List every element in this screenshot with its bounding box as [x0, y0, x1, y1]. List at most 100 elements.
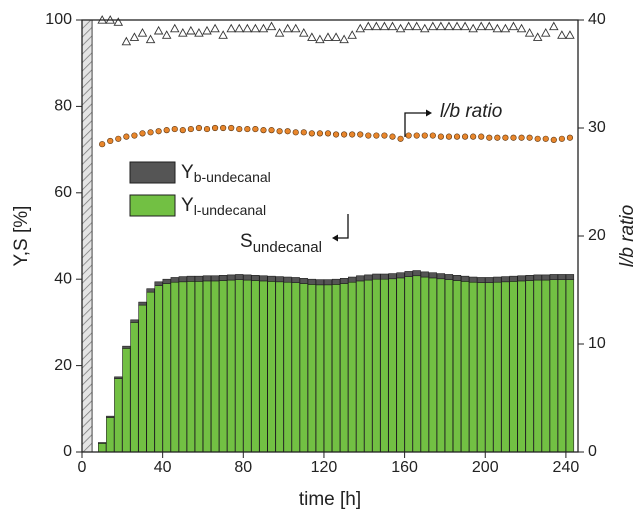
bar — [178, 276, 187, 283]
bar — [356, 280, 365, 453]
triangle-marker — [484, 21, 495, 31]
circle-marker — [341, 131, 348, 138]
circle-marker — [470, 133, 477, 140]
bar — [299, 283, 308, 453]
bar — [114, 376, 123, 379]
circle-marker — [518, 134, 525, 141]
triangle-marker — [307, 32, 317, 41]
y2-axis-label: l/b ratio — [617, 205, 638, 267]
bar — [412, 275, 421, 453]
bar — [396, 272, 405, 279]
bar — [259, 280, 268, 453]
circle-marker — [413, 132, 420, 139]
triangle-marker — [194, 28, 204, 37]
bar — [243, 279, 252, 453]
circle-marker — [155, 128, 162, 135]
circle-marker — [147, 129, 154, 136]
y-tick-label: 40 — [54, 270, 72, 287]
circle-marker — [373, 132, 380, 139]
bar — [372, 273, 381, 280]
bar — [477, 277, 486, 283]
y-tick-label: 0 — [63, 443, 72, 460]
circle-marker — [445, 133, 453, 140]
bar — [557, 279, 567, 453]
bar — [235, 279, 244, 453]
bar — [194, 281, 204, 453]
bar — [243, 274, 252, 281]
circle-marker — [171, 125, 178, 133]
circle-marker — [502, 134, 509, 141]
legend-label: Yb-undecanal — [181, 162, 271, 185]
bar — [444, 279, 454, 453]
circle-marker — [115, 135, 122, 142]
annotation: Sundecanal — [240, 231, 322, 256]
x-tick-label: 40 — [154, 459, 172, 476]
bar — [339, 278, 349, 284]
bar — [259, 275, 268, 282]
y2-tick-label: 20 — [588, 227, 606, 244]
bar — [331, 284, 341, 453]
circle-marker — [99, 141, 106, 148]
legend-subscript: l-undecanal — [194, 202, 266, 218]
bar — [202, 280, 212, 453]
triangle-marker — [153, 25, 164, 35]
bar — [98, 443, 107, 453]
bar — [420, 271, 429, 278]
x-axis-label: time [h] — [299, 489, 361, 510]
bar — [380, 278, 389, 453]
triangle-marker — [379, 21, 390, 31]
y-tick-label: 20 — [54, 357, 72, 374]
bar — [275, 276, 284, 283]
x-tick-label: 200 — [472, 459, 499, 476]
triangle-marker — [210, 23, 220, 33]
bar — [356, 275, 365, 282]
triangle-marker — [202, 25, 212, 35]
bar — [291, 282, 300, 453]
circle-marker — [558, 135, 565, 142]
bar — [541, 274, 550, 281]
x-tick-label: 120 — [311, 459, 338, 476]
bar — [194, 275, 204, 282]
triangle-marker — [315, 34, 325, 44]
circle-marker — [211, 124, 219, 132]
triangle-marker — [452, 21, 462, 31]
shaded-region — [81, 19, 93, 453]
circle-marker — [316, 130, 324, 137]
bar — [235, 274, 244, 280]
bar — [549, 274, 558, 280]
triangle-marker — [282, 23, 293, 33]
y2-tick-label: 10 — [588, 335, 606, 352]
bar — [162, 283, 171, 453]
circle-marker — [268, 127, 275, 134]
annotation-subscript: undecanal — [253, 239, 322, 256]
triangle-marker — [323, 32, 333, 41]
arrow-head — [332, 234, 338, 242]
bar — [420, 276, 429, 453]
circle-marker — [550, 136, 557, 143]
bar — [460, 281, 470, 453]
bar — [404, 276, 413, 453]
bar — [210, 280, 220, 453]
triangle-marker — [169, 23, 180, 33]
bar — [364, 279, 373, 453]
bar — [533, 279, 542, 453]
bar — [396, 277, 405, 453]
bar — [501, 281, 510, 453]
bar — [364, 274, 373, 281]
bar — [525, 280, 534, 453]
triangle-marker — [145, 34, 156, 44]
arrow-head — [426, 109, 432, 117]
bar — [525, 275, 534, 281]
triangle-marker — [428, 21, 438, 31]
legend-name: Y — [181, 195, 194, 216]
circle-marker — [542, 135, 549, 142]
triangle-marker — [258, 23, 269, 33]
circle-marker — [486, 134, 493, 141]
circle-marker — [381, 132, 388, 139]
circle-marker — [437, 133, 444, 140]
bar — [170, 281, 179, 453]
triangle-marker — [113, 17, 124, 26]
bar — [372, 278, 381, 453]
bar — [210, 275, 220, 282]
annotation-text: S — [240, 231, 253, 252]
